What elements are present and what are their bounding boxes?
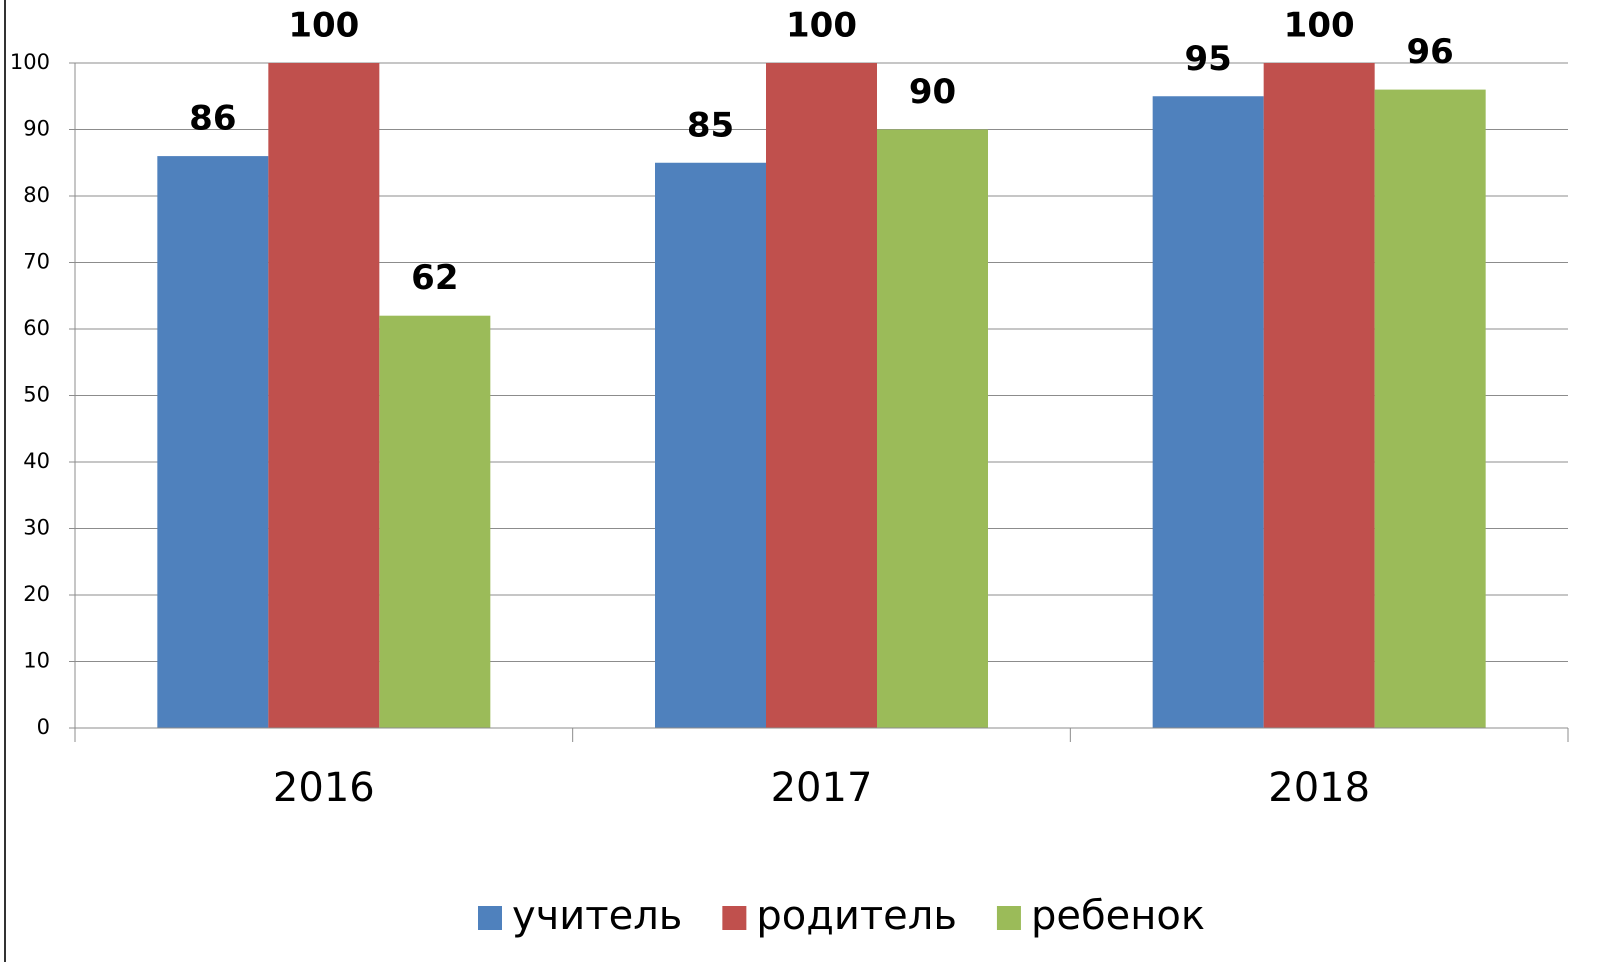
- y-tick-label: 100: [10, 50, 50, 74]
- bar: [655, 162, 766, 728]
- y-tick-label: 20: [23, 582, 50, 606]
- legend-label: ребенок: [1031, 893, 1205, 939]
- bar: [877, 129, 988, 728]
- bar: [157, 156, 269, 729]
- data-label: 90: [909, 72, 956, 112]
- bar: [1374, 89, 1486, 729]
- y-tick-label: 70: [23, 250, 50, 274]
- bar: [268, 63, 380, 728]
- data-label: 100: [1284, 6, 1355, 46]
- y-tick-label: 80: [23, 183, 50, 207]
- legend-swatch: [996, 906, 1021, 930]
- y-tick-label: 30: [23, 516, 50, 540]
- bar: [766, 63, 877, 728]
- y-tick-label: 90: [23, 117, 50, 141]
- bar: [1263, 63, 1375, 728]
- y-tick-label: 60: [23, 316, 50, 340]
- legend-swatch: [722, 906, 747, 930]
- y-tick-label: 0: [37, 715, 50, 739]
- bar: [1152, 96, 1264, 728]
- y-tick-label: 50: [23, 383, 50, 407]
- data-label: 62: [411, 258, 458, 298]
- data-label: 86: [189, 99, 236, 139]
- data-label: 95: [1185, 39, 1232, 79]
- x-tick-label: 2017: [771, 765, 873, 811]
- x-tick-label: 2018: [1268, 765, 1370, 811]
- x-tick-label: 2016: [273, 765, 375, 811]
- y-tick-label: 40: [23, 449, 50, 473]
- data-label: 100: [786, 6, 857, 46]
- data-label: 85: [687, 105, 734, 145]
- y-tick-label: 10: [23, 649, 50, 673]
- data-label: 100: [288, 6, 359, 46]
- legend-swatch: [478, 906, 502, 930]
- legend-label: учитель: [512, 893, 682, 939]
- data-label: 96: [1407, 32, 1454, 72]
- legend-label: родитель: [756, 893, 957, 939]
- bar: [379, 315, 491, 728]
